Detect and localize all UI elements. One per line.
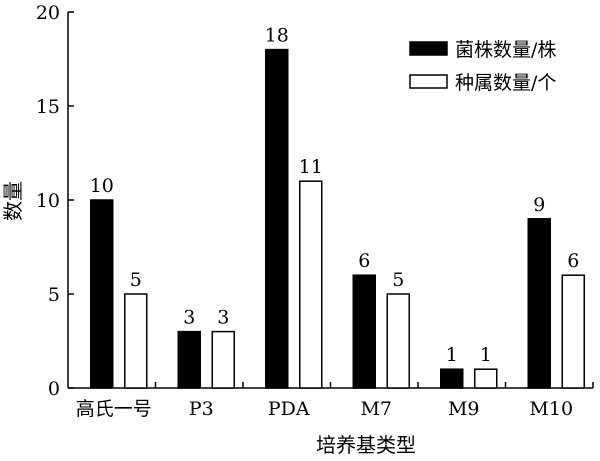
legend-swatch <box>409 41 448 56</box>
y-tick-label: 10 <box>36 190 60 212</box>
x-tick-label: 高氏一号 <box>76 398 152 420</box>
bar <box>299 180 323 389</box>
x-tick-label: PDA <box>268 398 310 420</box>
data-label: 10 <box>90 175 114 197</box>
legend-label: 种属数量/个 <box>455 72 556 94</box>
data-label: 6 <box>358 250 370 272</box>
bar <box>177 330 201 389</box>
bar <box>527 218 551 389</box>
data-label: 5 <box>392 269 404 291</box>
bar <box>124 293 148 389</box>
x-tick-label: M9 <box>448 398 480 420</box>
data-label: 6 <box>567 250 579 272</box>
x-tick-label: M7 <box>360 398 392 420</box>
y-tick-label: 5 <box>48 284 60 306</box>
data-label: 11 <box>299 156 323 178</box>
bar <box>265 48 289 389</box>
data-label: 18 <box>265 25 289 47</box>
y-tick-label: 15 <box>36 96 60 118</box>
data-label: 1 <box>480 344 492 366</box>
bar <box>386 293 410 389</box>
data-label: 3 <box>183 307 195 329</box>
data-label: 5 <box>130 269 142 291</box>
bar <box>90 199 114 389</box>
y-tick-label: 20 <box>36 2 60 24</box>
y-tick-label: 0 <box>48 378 60 400</box>
bar <box>211 330 235 389</box>
data-label: 3 <box>217 307 229 329</box>
data-label: 9 <box>533 194 545 216</box>
bar <box>352 274 376 389</box>
bar <box>474 368 498 389</box>
legend-swatch <box>409 74 448 89</box>
legend-label: 菌株数量/株 <box>455 39 556 61</box>
x-tick-label: P3 <box>189 398 214 420</box>
x-axis-title: 培养基类型 <box>316 433 416 457</box>
bar <box>561 274 585 389</box>
bar <box>440 368 464 389</box>
y-axis-title: 数量 <box>1 181 25 221</box>
x-tick-label: M10 <box>529 398 573 420</box>
data-label: 1 <box>446 344 458 366</box>
